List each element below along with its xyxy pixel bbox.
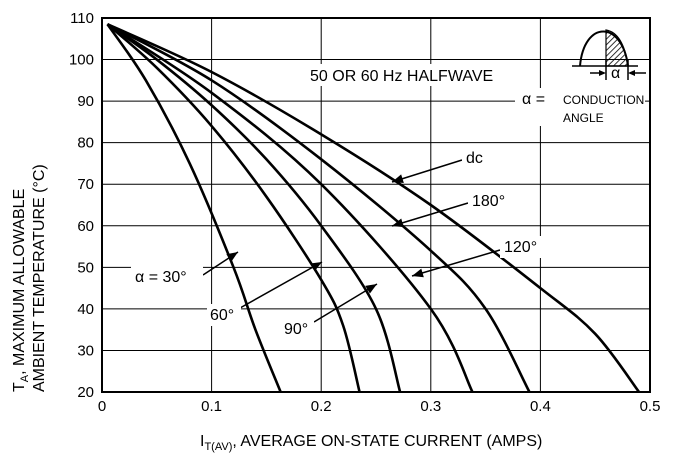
conduction-label-line1: CONDUCTION	[563, 93, 644, 107]
arrow-120-head	[412, 268, 424, 278]
conduction-label-line2: ANGLE	[563, 111, 604, 125]
series-curve-1	[106, 23, 361, 393]
arrow-30-head	[226, 252, 238, 262]
plot-frame	[101, 17, 651, 393]
inset-title-background	[303, 64, 515, 86]
x-tick-label: 0.1	[201, 398, 222, 415]
y-tick-label: 30	[77, 342, 94, 359]
annotation-arrows	[202, 159, 501, 323]
label-30-background	[131, 265, 203, 287]
arrow-60	[239, 261, 323, 309]
y-tick-label: 110	[70, 10, 94, 27]
x-tick-label: 0	[98, 398, 106, 415]
x-axis-title: IT(AV), AVERAGE ON-STATE CURRENT (AMPS)	[200, 433, 542, 453]
x-tick-label: 0.3	[420, 398, 441, 415]
label-180-background	[468, 190, 510, 212]
curve-label-90: 90°	[284, 321, 308, 338]
series-curve-3	[106, 23, 474, 393]
arrow-180	[391, 202, 469, 227]
y-tick-label: 80	[77, 135, 94, 152]
series-curve-2	[106, 23, 402, 393]
x-tick-label: 0.4	[530, 398, 551, 415]
curve-label-180: 180°	[472, 193, 505, 210]
label-90-background	[280, 318, 314, 340]
alpha-symbol: α	[611, 65, 620, 82]
curve-label-60: 60°	[210, 307, 234, 324]
arrow-dc-head	[392, 174, 404, 183]
curves	[106, 23, 641, 393]
arrow-90-head	[365, 284, 377, 294]
label-dc-background	[462, 146, 488, 166]
arrow-120	[411, 249, 501, 277]
alpha-arrowhead-right	[628, 70, 635, 76]
y-tick-label: 70	[77, 176, 94, 193]
arrow-180-head	[392, 218, 404, 228]
alpha-equals-label: α =	[522, 91, 545, 108]
series-curve-5	[106, 23, 641, 393]
alpha-arrowhead-left	[599, 70, 606, 76]
curve-label-120: 120°	[504, 239, 537, 256]
waveform-inset: α	[572, 29, 646, 82]
arrow-dc	[391, 159, 463, 183]
x-tick-labels: 0 0.1 0.2 0.3 0.4 0.5	[98, 398, 661, 415]
label-120-background	[500, 236, 544, 258]
x-tick-label: 0.2	[311, 398, 332, 415]
y-tick-label: 100	[69, 52, 94, 69]
arrow-90	[313, 283, 378, 323]
y-tick-label: 60	[77, 218, 94, 235]
y-axis-title-line1: TA, MAXIMUM ALLOWABLE	[11, 189, 31, 392]
inset-title: 50 OR 60 Hz HALFWAVE	[310, 68, 493, 85]
y-tick-label: 40	[77, 301, 94, 318]
curve-label-30: α = 30°	[135, 269, 187, 286]
y-tick-label: 90	[77, 93, 94, 110]
series-curve-4	[106, 23, 531, 393]
arrow-60-head	[310, 262, 322, 272]
label-60-background	[207, 304, 241, 326]
x-tick-label: 0.5	[640, 398, 661, 415]
waveform-conduction-region	[605, 29, 629, 67]
series-curve-0	[106, 23, 282, 393]
y-axis-title-line2: AMBIENT TEMPERATURE (°C)	[31, 164, 48, 392]
conduction-label-background	[515, 88, 645, 126]
y-tick-label: 50	[77, 259, 94, 276]
y-tick-label: 20	[77, 384, 94, 401]
y-tick-labels: 20 30 40 50 60 70 80 90 100 110	[69, 10, 94, 401]
curve-label-dc: dc	[466, 150, 483, 167]
